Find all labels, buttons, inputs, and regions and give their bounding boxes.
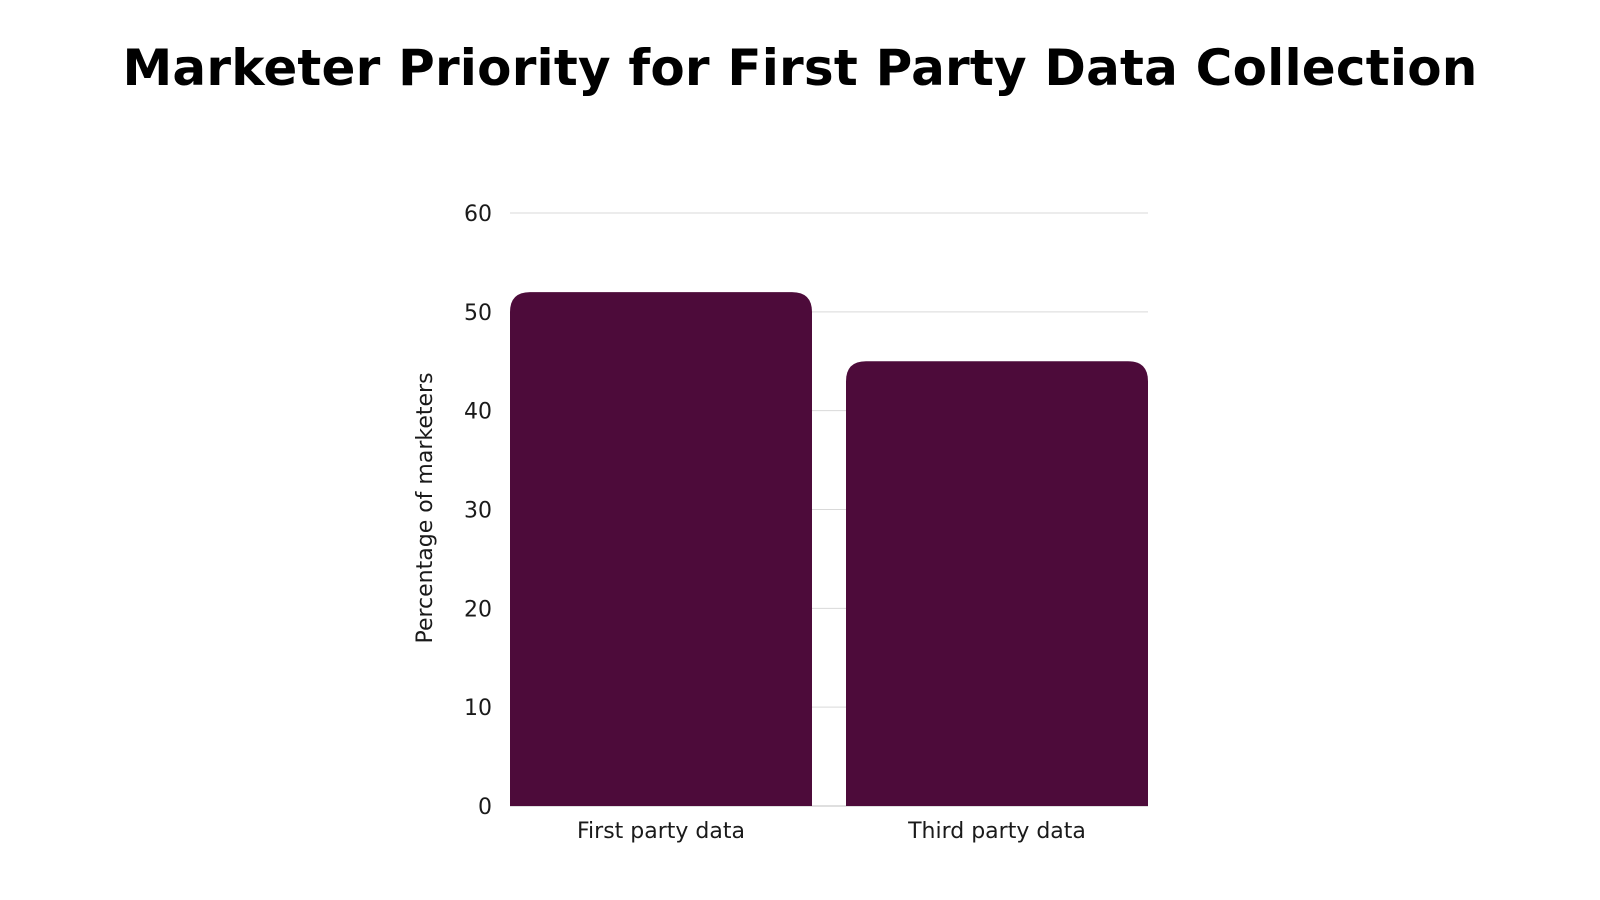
x-axis-ticks: First party data Third party data — [577, 819, 1086, 844]
y-tick-label: 20 — [464, 597, 492, 622]
y-tick-label: 50 — [464, 301, 492, 326]
y-axis-title: Percentage of marketers — [413, 372, 438, 643]
y-tick-label: 30 — [464, 499, 492, 524]
x-tick-label: First party data — [577, 819, 745, 844]
y-tick-label: 10 — [464, 696, 492, 721]
bar-first-party-data — [510, 292, 812, 807]
y-tick-label: 40 — [464, 400, 492, 425]
y-tick-label: 60 — [464, 202, 492, 227]
bars — [510, 292, 1148, 807]
y-tick-label: 0 — [478, 795, 492, 820]
y-axis-ticks: 0 10 20 30 40 50 60 — [464, 202, 492, 820]
bar-third-party-data — [846, 361, 1148, 806]
chart-title: Marketer Priority for First Party Data C… — [122, 39, 1478, 97]
x-tick-label: Third party data — [907, 819, 1086, 844]
